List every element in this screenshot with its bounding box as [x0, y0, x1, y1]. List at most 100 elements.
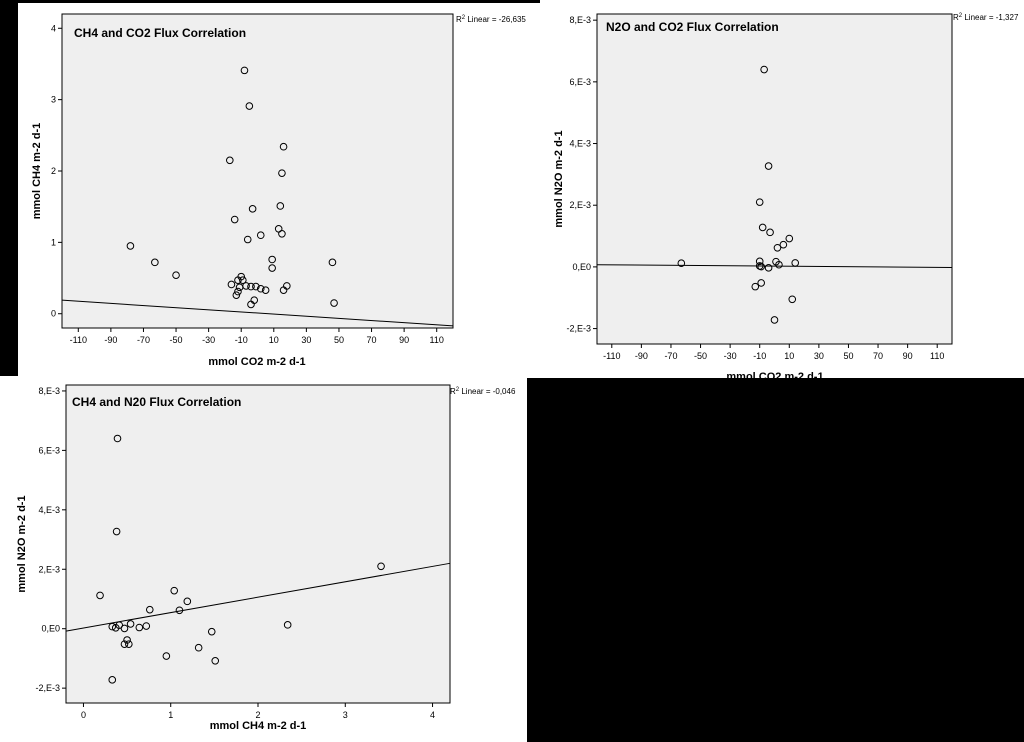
data-point [145, 605, 154, 614]
data-point [791, 259, 800, 267]
x-tick-label: 50 [843, 351, 853, 361]
data-point [278, 230, 286, 238]
data-point [276, 202, 285, 210]
y-tick-label: 6,E-3 [569, 77, 591, 87]
data-point [113, 434, 122, 443]
x-tick-label: -90 [104, 335, 117, 345]
data-point [120, 624, 129, 633]
x-tick-label: -10 [235, 335, 248, 345]
data-point [126, 242, 135, 250]
r2-label: R2 Linear = -26,635 [456, 15, 526, 24]
plot-area [61, 13, 454, 329]
x-tick-label: 70 [367, 335, 377, 345]
x-tick-label: 4 [430, 710, 435, 720]
x-tick-label: 50 [334, 335, 344, 345]
data-point [230, 215, 239, 224]
data-point [207, 627, 216, 636]
chart-title: CH4 and N20 Flux Correlation [72, 395, 241, 409]
y-axis-title: mmol N2O m-2 d-1 [16, 495, 28, 592]
plot-area [596, 13, 953, 345]
data-point [232, 291, 241, 299]
data-point [247, 282, 255, 291]
x-axis-title: mmol CO2 m-2 d-1 [726, 371, 823, 383]
data-point [788, 295, 797, 304]
black-panel-bottom-right [527, 378, 1024, 742]
data-point [120, 640, 129, 648]
data-point [279, 142, 288, 151]
x-tick-label: 3 [343, 710, 348, 720]
data-point [764, 264, 773, 272]
y-axis: 0 1 2 3 4 [51, 23, 62, 319]
data-point [194, 643, 203, 652]
data-point [766, 228, 774, 237]
data-point [283, 621, 292, 629]
x-tick-label: -90 [635, 351, 648, 361]
x-tick-label: 30 [814, 351, 824, 361]
data-point [175, 606, 184, 615]
y-tick-label: 4,E-3 [569, 139, 591, 149]
x-tick-label: -10 [753, 351, 766, 361]
data-point [256, 231, 265, 240]
y-tick-label: 2,E-3 [569, 200, 591, 210]
x-tick-label: -70 [137, 335, 150, 345]
x-tick-label: 10 [269, 335, 279, 345]
r2-label: R2 Linear = -0,046 [450, 387, 516, 396]
fit-line [596, 264, 953, 269]
black-panel-left-strip [0, 0, 18, 376]
data-point [256, 284, 265, 293]
y-tick-label: 0,E0 [41, 624, 60, 634]
data-points [126, 66, 338, 309]
data-point [125, 640, 133, 648]
y-tick-label: 3 [51, 95, 56, 105]
y-tick-label: -2,E-3 [566, 324, 591, 334]
y-tick-label: 2,E-3 [38, 564, 60, 574]
data-point [250, 296, 259, 304]
x-tick-label: 70 [873, 351, 883, 361]
chart-ch4-co2: CH4 and CO2 Flux Correlation R2 Linear =… [31, 13, 526, 368]
data-point [775, 260, 783, 269]
data-point [677, 259, 686, 267]
data-point [757, 262, 765, 271]
data-point [268, 255, 276, 264]
x-tick-label: -110 [70, 335, 87, 345]
y-axis-title: mmol N2O m-2 d-1 [553, 130, 565, 227]
x-tick-label: -50 [170, 335, 183, 345]
data-point [243, 235, 252, 244]
data-points [677, 65, 800, 324]
data-point [123, 636, 131, 644]
y-tick-label: 4,E-3 [38, 505, 60, 515]
data-point [183, 597, 192, 606]
y-tick-label: 8,E-3 [569, 15, 591, 25]
data-point [242, 282, 250, 290]
x-axis: -110 -90 -70 -50 -30 -10 10 30 50 70 90 110 [603, 344, 944, 361]
y-tick-label: 0 [51, 309, 56, 319]
data-point [252, 282, 260, 291]
x-tick-label: 110 [930, 351, 944, 361]
y-tick-label: 6,E-3 [38, 445, 60, 455]
data-point [240, 66, 249, 75]
x-axis: -110 -90 -70 -50 -30 -10 10 30 50 70 90 110 [70, 328, 444, 345]
data-point [773, 243, 782, 252]
data-point [757, 279, 765, 287]
y-axis-title: mmol CH4 m-2 d-1 [31, 123, 43, 220]
chart-title: CH4 and CO2 Flux Correlation [74, 26, 246, 40]
x-axis-title: mmol CO2 m-2 d-1 [208, 356, 305, 368]
y-tick-label: 8,E-3 [38, 386, 60, 396]
data-point [751, 282, 760, 291]
data-point [108, 676, 117, 684]
x-tick-label: 90 [399, 335, 409, 345]
x-tick-label: 110 [430, 335, 444, 345]
data-point [377, 562, 385, 571]
x-tick-label: 30 [301, 335, 311, 345]
y-tick-label: 2 [51, 166, 56, 176]
data-point [330, 299, 338, 307]
x-tick-label: -70 [664, 351, 677, 361]
data-point [755, 198, 764, 206]
data-point [779, 240, 788, 249]
data-point [755, 257, 764, 266]
data-point [785, 234, 794, 243]
data-point [237, 272, 246, 281]
x-tick-label: 90 [903, 351, 913, 361]
data-point [96, 591, 104, 600]
